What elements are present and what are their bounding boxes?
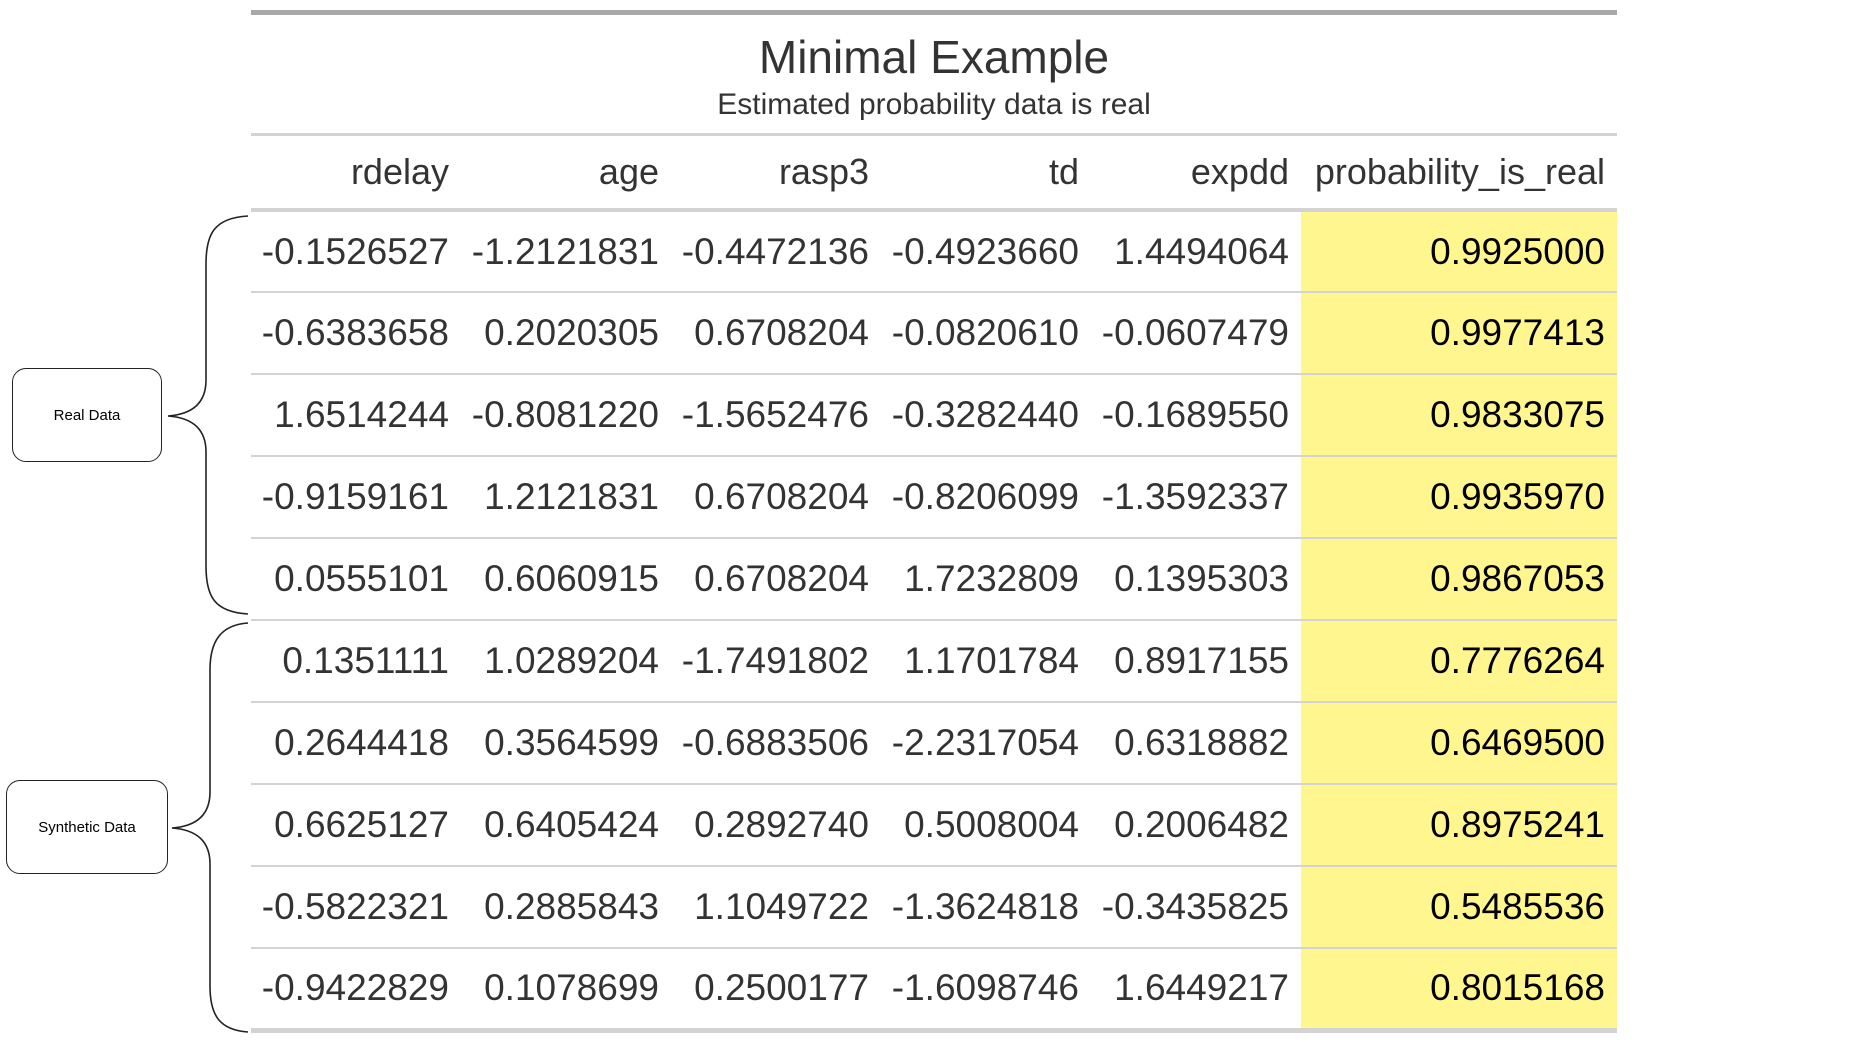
table-cell: -2.2317054 bbox=[881, 702, 1091, 785]
table-cell: -0.9159161 bbox=[251, 456, 461, 539]
table-cell: 0.6405424 bbox=[461, 784, 671, 867]
probability-cell: 0.7776264 bbox=[1301, 620, 1617, 703]
table-row: 0.0555101 0.6060915 0.6708204 1.7232809 0.13… bbox=[251, 538, 1617, 621]
table-cell: 0.2020305 bbox=[461, 292, 671, 375]
table-cell: 0.5008004 bbox=[881, 784, 1091, 867]
table-row: 0.6625127 0.6405424 0.2892740 0.5008004 0.20… bbox=[251, 784, 1617, 867]
table-row: 1.6514244 -0.8081220 -1.5652476 -0.3282440-… bbox=[251, 374, 1617, 457]
table-cell: 0.2885843 bbox=[461, 866, 671, 949]
table-cell: 0.1078699 bbox=[461, 948, 671, 1033]
table-cell: 0.6625127 bbox=[251, 784, 461, 867]
results-table: rdelay age rasp3 td expdd probability_is_real… bbox=[251, 136, 1617, 1033]
column-header-probability-is-real: probability_is_real bbox=[1301, 136, 1617, 212]
table-cell: 0.8917155 bbox=[1091, 620, 1301, 703]
probability-cell: 0.5485536 bbox=[1301, 866, 1617, 949]
table-row: -0.6383658 0.2020305 0.6708204 -0.0820610 -0… bbox=[251, 292, 1617, 375]
column-header-td: td bbox=[881, 136, 1091, 212]
table-subtitle: Estimated probability data is real bbox=[717, 88, 1151, 121]
column-header-rdelay: rdelay bbox=[251, 136, 461, 212]
table-row: -0.9159161 1.2121831 0.6708204 -0.8206099 -1… bbox=[251, 456, 1617, 539]
synthetic-data-brace bbox=[171, 622, 249, 1033]
table-cell: -0.1526527 bbox=[251, 210, 461, 293]
table-cell: 1.4494064 bbox=[1091, 210, 1301, 293]
table-cell: 0.1395303 bbox=[1091, 538, 1301, 621]
table-cell: -0.0820610 bbox=[881, 292, 1091, 375]
table-cell: 1.0289204 bbox=[461, 620, 671, 703]
table-cell: 0.2644418 bbox=[251, 702, 461, 785]
table-cell: -1.5652476 bbox=[671, 374, 881, 457]
table-row: 0.1351111 1.0289204 -1.7491802 1.1701784 0.8… bbox=[251, 620, 1617, 703]
table-cell: 0.6060915 bbox=[461, 538, 671, 621]
table-cell: 1.1049722 bbox=[671, 866, 881, 949]
table-cell: 0.2006482 bbox=[1091, 784, 1301, 867]
table-cell: 1.6449217 bbox=[1091, 948, 1301, 1033]
table-cell: 0.0555101 bbox=[251, 538, 461, 621]
real-data-text: Real Data bbox=[53, 406, 121, 424]
table-cell: 0.2892740 bbox=[671, 784, 881, 867]
synthetic-data-text: Synthetic Data bbox=[38, 818, 136, 836]
table-cell: 1.7232809 bbox=[881, 538, 1091, 621]
table-title: Minimal Example bbox=[758, 31, 1110, 83]
table-cell: -0.8206099 bbox=[881, 456, 1091, 539]
table-cell: -1.3592337 bbox=[1091, 456, 1301, 539]
table-cell: -0.6883506 bbox=[671, 702, 881, 785]
probability-cell: 0.9935970 bbox=[1301, 456, 1617, 539]
results-table-container: Minimal Example Estimated probability da… bbox=[251, 10, 1617, 1033]
table-cell: -1.3624818 bbox=[881, 866, 1091, 949]
table-cell: -0.6383658 bbox=[251, 292, 461, 375]
table-cell: -0.1689550 bbox=[1091, 374, 1301, 457]
probability-cell: 0.9867053 bbox=[1301, 538, 1617, 621]
table-cell: -0.3282440 bbox=[881, 374, 1091, 457]
table-cell: 0.1351111 bbox=[251, 620, 461, 703]
top-rule bbox=[251, 10, 1617, 15]
real-data-label: Real Data bbox=[12, 368, 162, 462]
table-cell: 0.2500177 bbox=[671, 948, 881, 1033]
table-cell: -0.3435825 bbox=[1091, 866, 1301, 949]
table-cell: -0.4472136 bbox=[671, 210, 881, 293]
table-cell: -0.4923660 bbox=[881, 210, 1091, 293]
column-header-rasp3: rasp3 bbox=[671, 136, 881, 212]
probability-cell: 0.6469500 bbox=[1301, 702, 1617, 785]
table-header-block: Minimal Example Estimated probability da… bbox=[251, 15, 1617, 136]
header-row: rdelay age rasp3 td expdd probability_is_real bbox=[251, 136, 1617, 212]
column-header-expdd: expdd bbox=[1091, 136, 1301, 212]
table-body: -0.1526527 -1.2121831 -0.4472136 -0.4923660… bbox=[251, 210, 1617, 1033]
probability-cell: 0.9977413 bbox=[1301, 292, 1617, 375]
table-cell: 0.6318882 bbox=[1091, 702, 1301, 785]
probability-cell: 0.8015168 bbox=[1301, 948, 1617, 1033]
table-cell: 0.3564599 bbox=[461, 702, 671, 785]
table-cell: 0.6708204 bbox=[671, 292, 881, 375]
table-cell: -0.9422829 bbox=[251, 948, 461, 1033]
table-cell: 0.6708204 bbox=[671, 456, 881, 539]
table-cell: -1.7491802 bbox=[671, 620, 881, 703]
table-row: -0.9422829 0.1078699 0.2500177 -1.6098746 1.… bbox=[251, 948, 1617, 1033]
table-row: 0.2644418 0.3564599 -0.6883506 -2.2317054 0.… bbox=[251, 702, 1617, 785]
table-cell: 0.6708204 bbox=[671, 538, 881, 621]
table-cell: 1.6514244 bbox=[251, 374, 461, 457]
table-row: -0.1526527 -1.2121831 -0.4472136 -0.4923660… bbox=[251, 210, 1617, 293]
probability-cell: 0.9833075 bbox=[1301, 374, 1617, 457]
probability-cell: 0.9925000 bbox=[1301, 210, 1617, 293]
synthetic-data-label: Synthetic Data bbox=[6, 780, 168, 874]
table-cell: 1.2121831 bbox=[461, 456, 671, 539]
column-header-age: age bbox=[461, 136, 671, 212]
table-cell: -1.6098746 bbox=[881, 948, 1091, 1033]
table-cell: -0.8081220 bbox=[461, 374, 671, 457]
table-cell: 1.1701784 bbox=[881, 620, 1091, 703]
probability-cell: 0.8975241 bbox=[1301, 784, 1617, 867]
table-cell: -1.2121831 bbox=[461, 210, 671, 293]
table-cell: -0.0607479 bbox=[1091, 292, 1301, 375]
table-row: -0.5822321 0.2885843 1.1049722 -1.3624818 -0… bbox=[251, 866, 1617, 949]
table-cell: -0.5822321 bbox=[251, 866, 461, 949]
real-data-brace bbox=[167, 215, 249, 615]
